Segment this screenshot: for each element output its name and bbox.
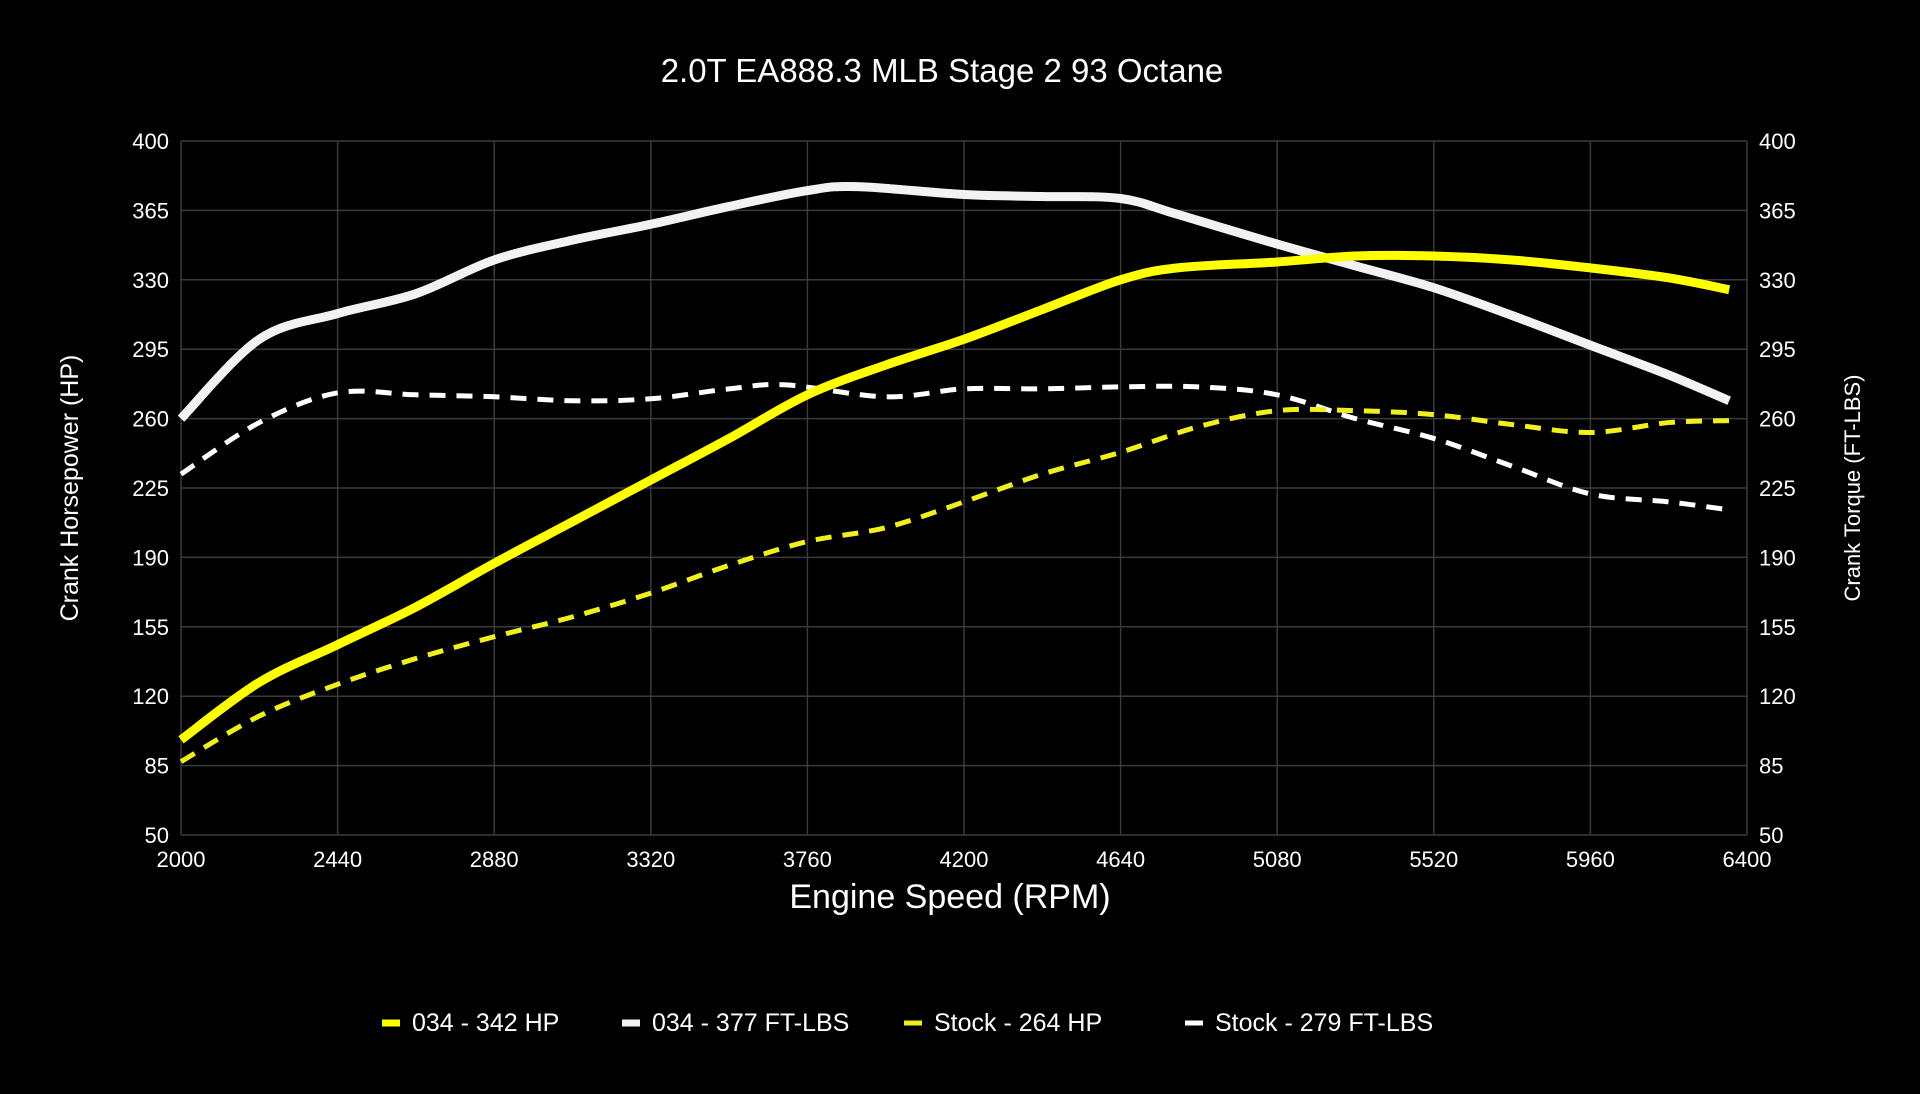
x-tick-label: 4640 bbox=[1096, 847, 1145, 872]
y2-tick-label: 190 bbox=[1759, 545, 1796, 570]
x-tick-label: 5080 bbox=[1253, 847, 1302, 872]
y-tick-label: 330 bbox=[132, 268, 169, 293]
y2-tick-label: 85 bbox=[1759, 754, 1783, 779]
x-tick-label: 3320 bbox=[626, 847, 675, 872]
x-tick-label: 4200 bbox=[940, 847, 989, 872]
legend-label: 034 - 342 HP bbox=[412, 1009, 559, 1037]
grid bbox=[180, 140, 1748, 836]
y2-tick-label: 400 bbox=[1759, 129, 1796, 154]
x-tick-label: 2000 bbox=[157, 847, 206, 872]
legend-item: Stock - 264 HP bbox=[904, 1009, 1102, 1037]
tick-labels: 2000 2440 2880 3320 3760 4200 4640 5080 5520 5960… bbox=[132, 129, 1795, 872]
legend: 034 - 342 HP 034 - 377 FT-LBS Stock - 264 … bbox=[382, 1009, 1433, 1037]
y-tick-label: 225 bbox=[132, 476, 169, 501]
chart-title: 2.0T EA888.3 MLB Stage 2 93 Octane bbox=[661, 52, 1224, 89]
y-tick-label: 295 bbox=[132, 337, 169, 362]
y2-tick-label: 365 bbox=[1759, 198, 1796, 223]
x-tick-label: 2880 bbox=[470, 847, 519, 872]
x-tick-label: 5520 bbox=[1409, 847, 1458, 872]
series-lines bbox=[177, 181, 1731, 764]
legend-label: Stock - 279 FT-LBS bbox=[1215, 1009, 1433, 1037]
series-line-1 bbox=[177, 181, 1731, 422]
y-tick-label: 50 bbox=[145, 823, 169, 848]
series-line-0 bbox=[178, 250, 1731, 744]
x-tick-label: 6400 bbox=[1723, 847, 1772, 872]
y2-tick-label: 260 bbox=[1759, 407, 1796, 432]
x-axis-label: Engine Speed (RPM) bbox=[789, 878, 1110, 916]
y2-tick-label: 330 bbox=[1759, 268, 1796, 293]
y-tick-label: 400 bbox=[132, 129, 169, 154]
y-tick-label: 85 bbox=[145, 754, 169, 779]
legend-item: 034 - 342 HP bbox=[382, 1009, 559, 1037]
y2-tick-label: 295 bbox=[1759, 337, 1796, 362]
y2-tick-label: 155 bbox=[1759, 615, 1796, 640]
y-tick-label: 190 bbox=[132, 545, 169, 570]
y2-tick-label: 120 bbox=[1759, 684, 1796, 709]
y-tick-label: 120 bbox=[132, 684, 169, 709]
x-tick-label: 5960 bbox=[1566, 847, 1615, 872]
legend-label: 034 - 377 FT-LBS bbox=[652, 1009, 849, 1037]
legend-label: Stock - 264 HP bbox=[934, 1009, 1102, 1037]
y-tick-label: 155 bbox=[132, 615, 169, 640]
legend-item: 034 - 377 FT-LBS bbox=[622, 1009, 849, 1037]
x-tick-label: 3760 bbox=[783, 847, 832, 872]
legend-item: Stock - 279 FT-LBS bbox=[1185, 1009, 1433, 1037]
x-tick-label: 2440 bbox=[313, 847, 362, 872]
y-axis-label: Crank Horsepower (HP) bbox=[56, 355, 84, 622]
y2-tick-label: 225 bbox=[1759, 476, 1796, 501]
y2-axis-label: Crank Torque (FT-LBS) bbox=[1840, 374, 1865, 601]
y-tick-label: 365 bbox=[132, 198, 169, 223]
y-tick-label: 260 bbox=[132, 407, 169, 432]
series-line-3 bbox=[179, 382, 1730, 513]
series-line-2 bbox=[179, 406, 1730, 764]
y2-tick-label: 50 bbox=[1759, 823, 1783, 848]
